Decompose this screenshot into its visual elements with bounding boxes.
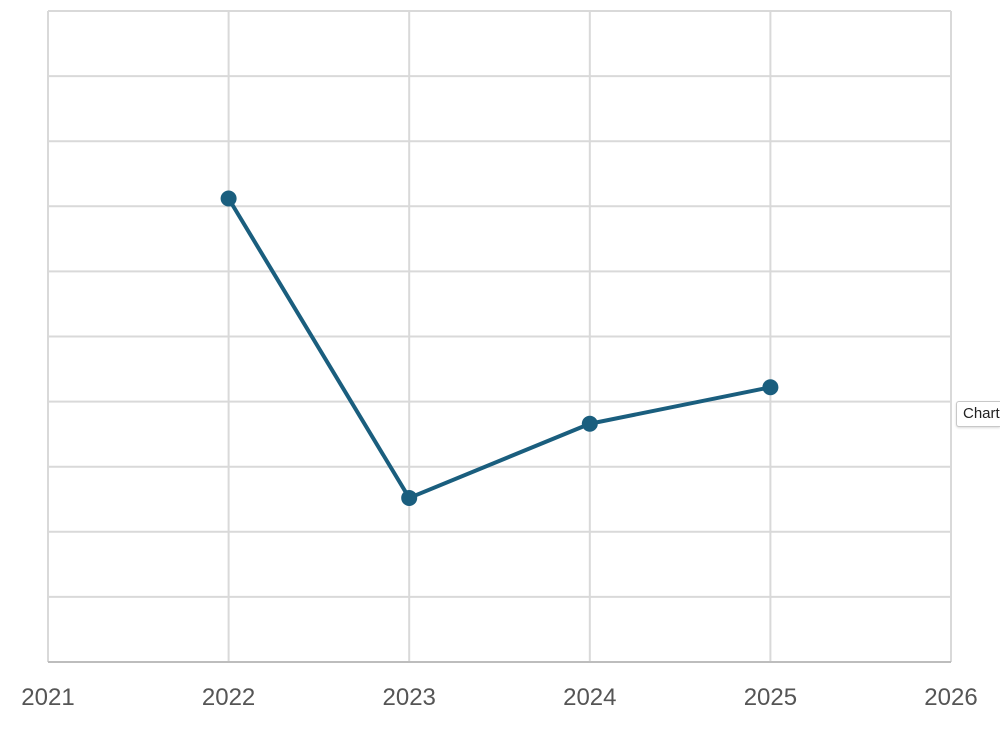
- series-line: [226, 196, 773, 500]
- chart-tooltip-label: Chart: [963, 405, 1000, 422]
- series-group: [220, 190, 779, 506]
- x-tick-label: 2023: [383, 684, 436, 711]
- x-tick-label: 2026: [924, 684, 977, 711]
- chart-tooltip: Chart: [956, 401, 1000, 427]
- x-tick-label: 2024: [563, 684, 616, 711]
- data-point: [581, 415, 598, 432]
- x-tick-label: 2022: [202, 684, 255, 711]
- x-axis-tick-labels: 2021 2022 2023 2024 2025 2026: [21, 684, 977, 711]
- data-point: [762, 379, 779, 396]
- x-tick-label: 2021: [21, 684, 74, 711]
- data-point: [401, 489, 418, 506]
- gridlines: [47, 10, 952, 662]
- x-tick-label: 2025: [744, 684, 797, 711]
- data-point: [220, 190, 237, 207]
